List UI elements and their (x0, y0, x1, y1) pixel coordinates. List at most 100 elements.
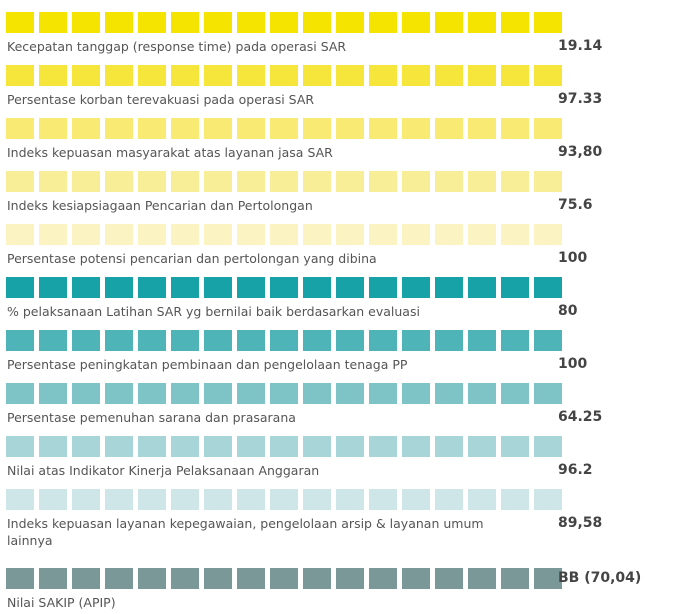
square (204, 330, 232, 351)
indicator-value: 100 (558, 356, 588, 372)
indicator-label: Persentase peningkatan pembinaan dan pen… (7, 357, 408, 372)
square (270, 330, 298, 351)
square (270, 224, 298, 245)
square (6, 436, 34, 457)
indicator-label: Kecepatan tanggap (response time) pada o… (7, 39, 347, 54)
indicator-label: Indeks kepuasan layanan kepegawaian, pen… (7, 516, 484, 548)
square (534, 489, 562, 510)
square (237, 277, 265, 298)
square (303, 277, 331, 298)
square (402, 65, 430, 86)
square (468, 568, 496, 589)
square (501, 277, 529, 298)
square (171, 12, 199, 33)
square (303, 12, 331, 33)
square (204, 568, 232, 589)
square (171, 383, 199, 404)
square (402, 383, 430, 404)
square (138, 330, 166, 351)
square (6, 277, 34, 298)
square (237, 118, 265, 139)
indicator-label: Indeks kesiapsiagaan Pencarian dan Perto… (7, 198, 313, 213)
square (270, 12, 298, 33)
square (435, 489, 463, 510)
square (534, 224, 562, 245)
square (72, 568, 100, 589)
square (39, 224, 67, 245)
square (402, 489, 430, 510)
square (39, 12, 67, 33)
square (336, 489, 364, 510)
square (402, 118, 430, 139)
square (270, 118, 298, 139)
square (468, 118, 496, 139)
square (105, 277, 133, 298)
square (72, 489, 100, 510)
square (303, 118, 331, 139)
square (171, 118, 199, 139)
square (468, 171, 496, 192)
square (402, 12, 430, 33)
square (72, 383, 100, 404)
square (6, 12, 34, 33)
indicator-value: 100 (558, 250, 588, 266)
square (501, 568, 529, 589)
square (138, 489, 166, 510)
square (138, 436, 166, 457)
square (237, 171, 265, 192)
square (303, 65, 331, 86)
square (336, 224, 364, 245)
square (171, 330, 199, 351)
square (402, 224, 430, 245)
square (435, 118, 463, 139)
indicator-value: 80 (558, 303, 578, 319)
square-row (6, 118, 562, 139)
square (138, 171, 166, 192)
square-row (6, 330, 562, 351)
square-row (6, 171, 562, 192)
square (303, 436, 331, 457)
square (435, 383, 463, 404)
square (402, 568, 430, 589)
square (468, 12, 496, 33)
square (336, 436, 364, 457)
square (237, 224, 265, 245)
square (501, 383, 529, 404)
square-row (6, 65, 562, 86)
square (72, 12, 100, 33)
square (138, 277, 166, 298)
square (501, 65, 529, 86)
square (105, 118, 133, 139)
square (402, 277, 430, 298)
square (303, 224, 331, 245)
square (336, 568, 364, 589)
square (534, 65, 562, 86)
square (105, 489, 133, 510)
indicator-value: 97.33 (558, 91, 603, 107)
square (369, 277, 397, 298)
square (534, 383, 562, 404)
square (336, 12, 364, 33)
indicator-value: 64.25 (558, 409, 603, 425)
square (204, 118, 232, 139)
square (303, 171, 331, 192)
square (72, 65, 100, 86)
square (501, 330, 529, 351)
square-row (6, 224, 562, 245)
square-row (6, 568, 562, 589)
square (6, 171, 34, 192)
square (369, 224, 397, 245)
indicator-label: Indeks kepuasan masyarakat atas layanan … (7, 145, 333, 160)
square (171, 224, 199, 245)
square-row (6, 489, 562, 510)
square (39, 277, 67, 298)
square (237, 489, 265, 510)
square (336, 65, 364, 86)
square (435, 12, 463, 33)
square-row (6, 436, 562, 457)
square (138, 224, 166, 245)
square (303, 383, 331, 404)
square (171, 436, 199, 457)
square (336, 330, 364, 351)
